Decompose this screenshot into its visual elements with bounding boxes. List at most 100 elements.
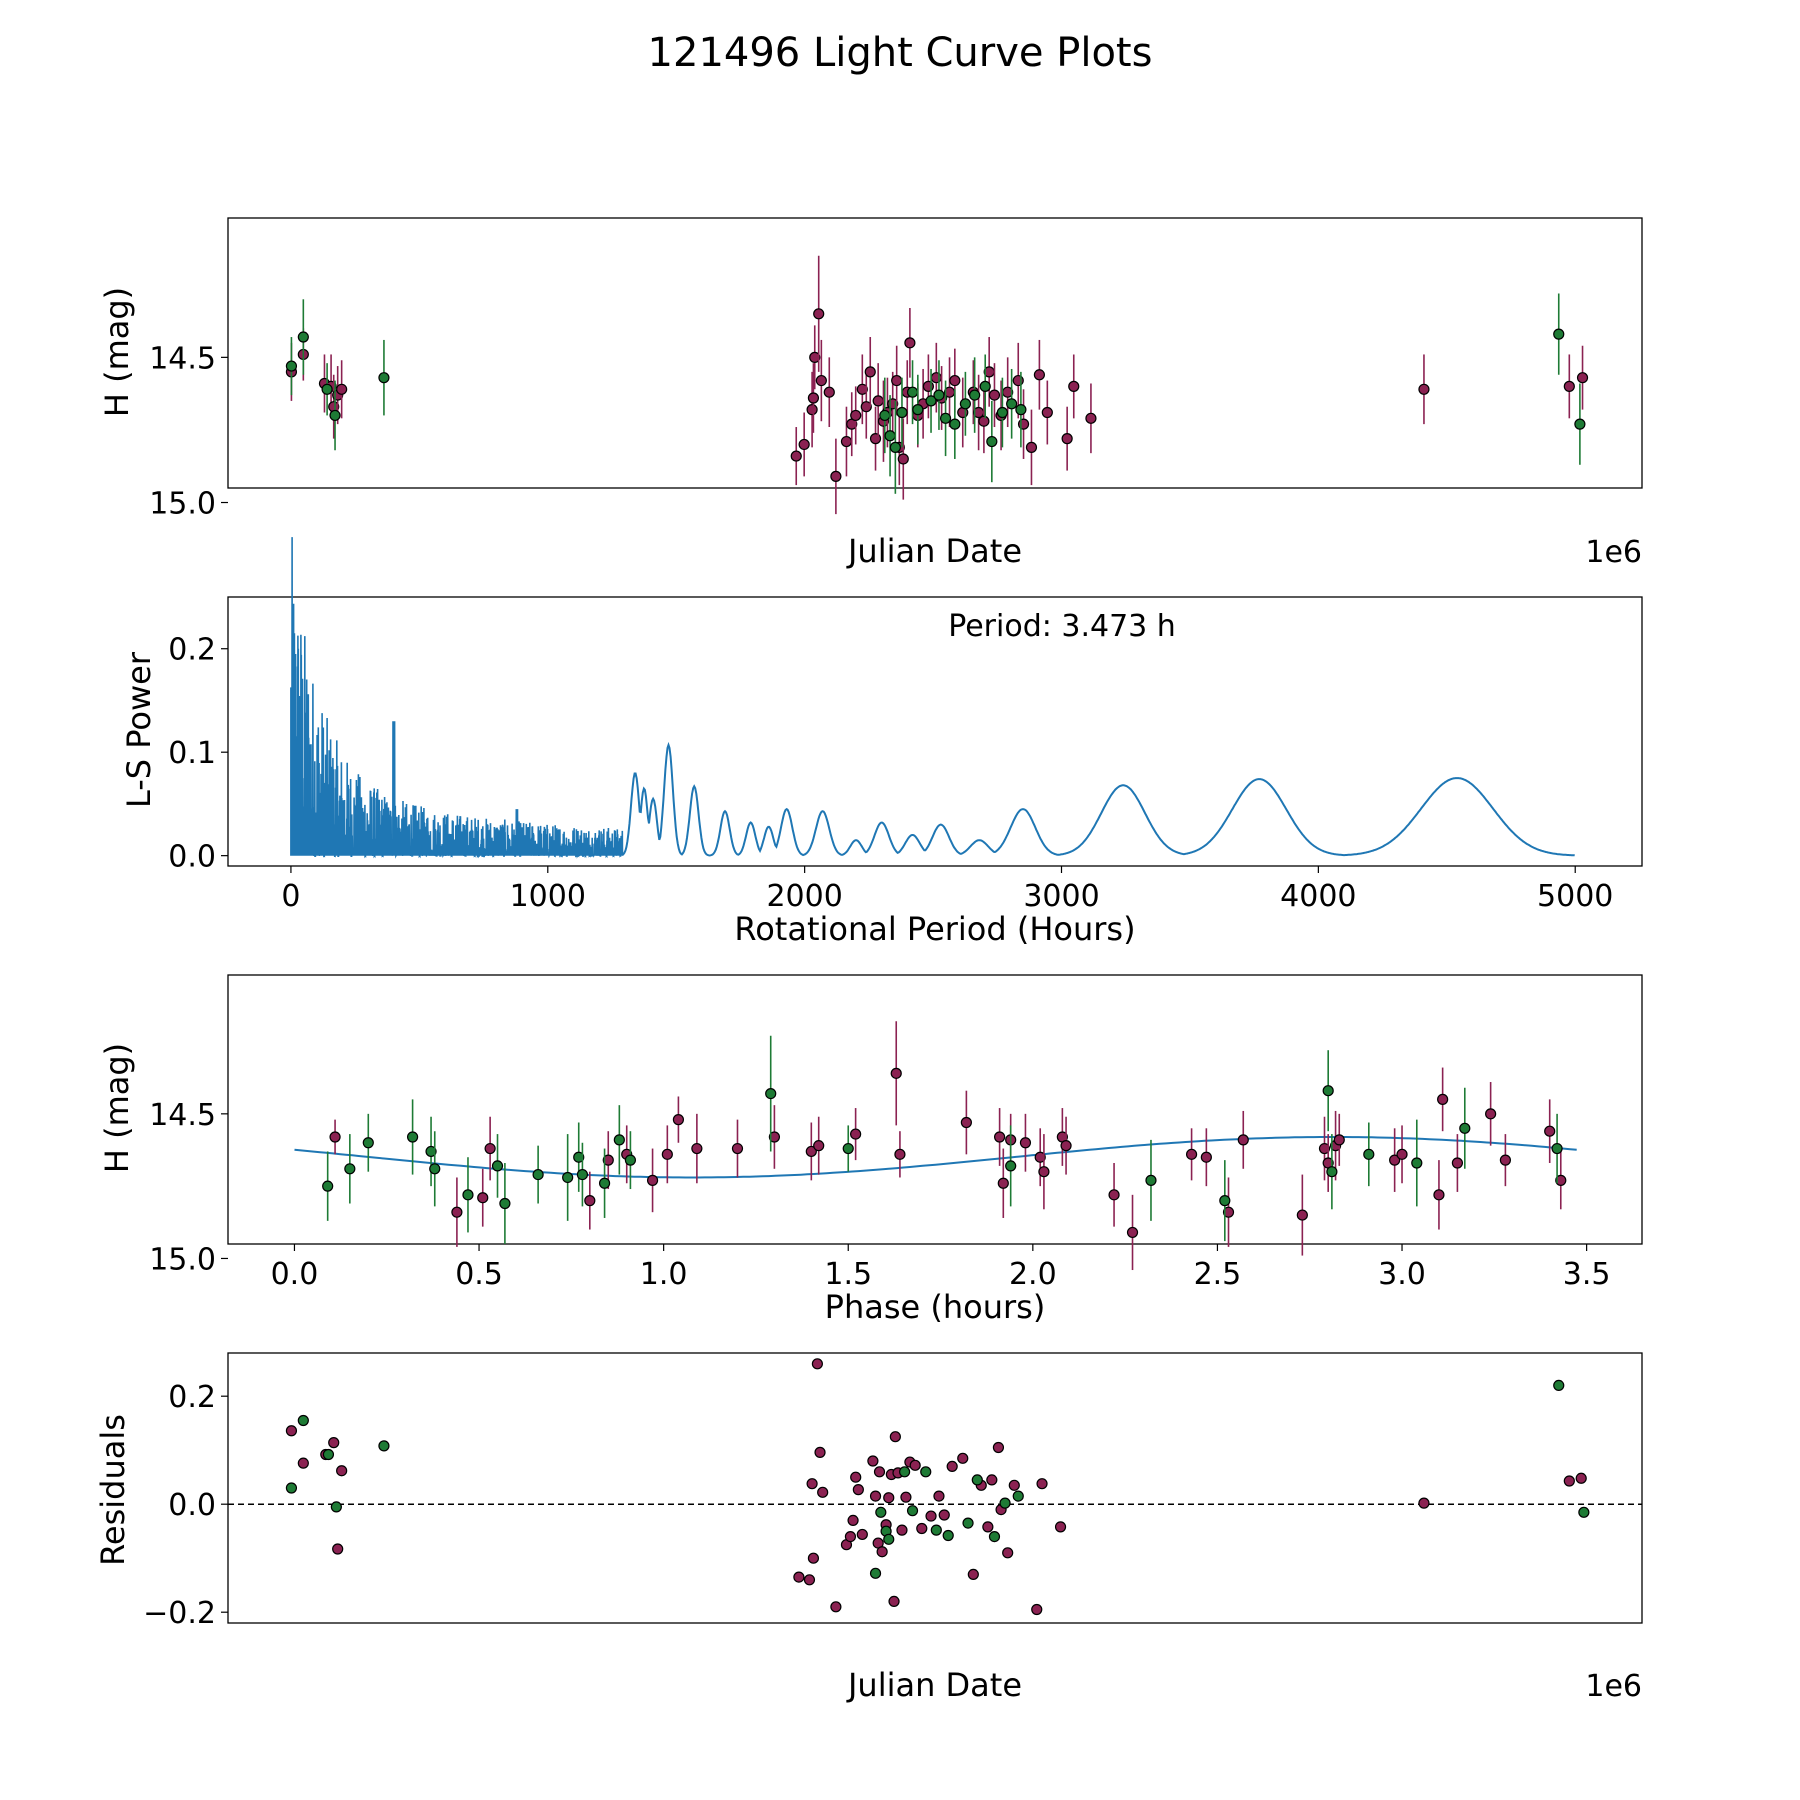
residuals-point-green bbox=[297, 1414, 309, 1427]
light-curve-point-green bbox=[979, 380, 991, 392]
phase-point-green bbox=[562, 1171, 574, 1184]
residuals-point-purple bbox=[1563, 1475, 1575, 1487]
light-curve-point-purple bbox=[1563, 380, 1575, 392]
phase-point-purple bbox=[1499, 1154, 1511, 1166]
light-curve-point-green bbox=[1574, 418, 1586, 430]
phase-point-purple bbox=[602, 1154, 614, 1166]
phase-point-purple bbox=[731, 1142, 744, 1155]
light-curve-point-purple bbox=[978, 415, 990, 427]
light-curve-point-purple bbox=[904, 337, 916, 349]
residuals-ytick-label: 0.2 bbox=[168, 1380, 216, 1415]
phase-point-purple bbox=[1318, 1142, 1331, 1155]
light-curve-ylabel: H (mag) bbox=[98, 287, 136, 417]
light-curve-point-green bbox=[996, 406, 1008, 419]
light-curve-point-purple bbox=[806, 404, 818, 416]
phase-point-purple bbox=[1126, 1226, 1139, 1239]
residuals-point-purple bbox=[811, 1358, 823, 1370]
residuals-point-purple bbox=[814, 1446, 826, 1458]
residuals-point-purple bbox=[847, 1514, 859, 1527]
phase-point-purple bbox=[1433, 1189, 1445, 1201]
residuals-point-purple bbox=[946, 1460, 958, 1473]
light-curve-point-green bbox=[906, 386, 919, 398]
phase-point-purple bbox=[672, 1114, 685, 1126]
periodogram-ytick-label: 0.2 bbox=[168, 633, 216, 668]
phase-point-purple bbox=[894, 1148, 906, 1160]
phase-point-purple bbox=[1333, 1134, 1345, 1146]
light-curve-point-purple bbox=[1012, 374, 1024, 387]
phase-point-green bbox=[425, 1145, 437, 1158]
phase-point-green bbox=[624, 1154, 637, 1166]
phase-point-purple bbox=[1200, 1151, 1212, 1163]
light-curve-point-purple bbox=[1068, 380, 1080, 392]
phase-point-green bbox=[1219, 1195, 1231, 1207]
residuals-point-green bbox=[942, 1529, 954, 1542]
residuals-point-green bbox=[1012, 1490, 1024, 1502]
phase-point-green bbox=[1363, 1148, 1375, 1160]
light-curve-point-purple bbox=[813, 308, 825, 320]
periodogram-xlabel: Rotational Period (Hours) bbox=[734, 910, 1135, 948]
light-curve-point-purple bbox=[823, 386, 835, 398]
residuals-point-green bbox=[378, 1440, 390, 1452]
light-curve-point-purple bbox=[798, 438, 810, 451]
residuals-point-green bbox=[330, 1501, 342, 1513]
phase-xtick-label: 1.5 bbox=[824, 1257, 872, 1292]
residuals-point-purple bbox=[938, 1509, 950, 1521]
light-curve-point-green bbox=[969, 389, 981, 401]
light-curve-point-purple bbox=[336, 383, 348, 395]
light-curve-point-green bbox=[879, 409, 891, 422]
phase-point-green bbox=[573, 1151, 585, 1163]
residuals-point-purple bbox=[1031, 1603, 1043, 1616]
light-curve-point-purple bbox=[856, 383, 868, 395]
residuals-point-green bbox=[1553, 1379, 1565, 1392]
residuals-point-purple bbox=[1054, 1521, 1067, 1533]
phase-point-green bbox=[406, 1131, 419, 1143]
phase-point-green bbox=[344, 1163, 356, 1175]
residuals-point-green bbox=[930, 1524, 942, 1536]
phase-plot-frame bbox=[227, 974, 1643, 1245]
figure-title: 121496 Light Curve Plots bbox=[648, 30, 1153, 76]
residuals-point-green bbox=[906, 1505, 919, 1517]
light-curve-point-green bbox=[884, 430, 896, 442]
phase-point-green bbox=[765, 1087, 777, 1100]
phase-xtick-label: 0.0 bbox=[271, 1257, 319, 1292]
residuals-ytick-label: −0.2 bbox=[143, 1596, 216, 1631]
phase-point-purple bbox=[329, 1131, 341, 1143]
residuals-xlabel: Julian Date bbox=[846, 1666, 1022, 1704]
periodogram-power-curve bbox=[621, 741, 1575, 857]
light-curve-panel: H (mag) Julian Date 1e6 2.45882.45902.45… bbox=[98, 217, 1643, 570]
phase-point-green bbox=[1411, 1157, 1423, 1169]
phase-point-purple bbox=[960, 1116, 972, 1129]
phase-xtick-label: 3.0 bbox=[1378, 1257, 1426, 1292]
light-curve-point-purple bbox=[809, 351, 821, 363]
phase-point-green bbox=[1005, 1160, 1017, 1172]
phase-point-purple bbox=[1437, 1093, 1449, 1105]
phase-point-green bbox=[499, 1197, 511, 1210]
phase-point-purple bbox=[661, 1148, 673, 1160]
phase-point-green bbox=[1551, 1142, 1563, 1155]
light-curve-point-green bbox=[896, 406, 908, 419]
residuals-point-purple bbox=[986, 1474, 998, 1486]
residuals-point-green bbox=[999, 1497, 1011, 1509]
residuals-point-purple bbox=[285, 1425, 298, 1437]
residuals-point-purple bbox=[830, 1601, 842, 1613]
light-curve-point-purple bbox=[1033, 369, 1045, 381]
residuals-panel: Residuals Julian Date 1e6 2.45882.45902.… bbox=[94, 1352, 1643, 1704]
light-curve-point-green bbox=[959, 398, 971, 410]
residuals-offset-label: 1e6 bbox=[1585, 1669, 1642, 1704]
residuals-point-purple bbox=[957, 1452, 969, 1464]
light-curve-point-purple bbox=[1061, 433, 1073, 445]
phase-point-green bbox=[362, 1137, 374, 1149]
residuals-point-purple bbox=[896, 1524, 908, 1536]
light-curve-offset-label: 1e6 bbox=[1585, 535, 1642, 570]
residuals-point-purple bbox=[332, 1543, 344, 1555]
phase-xtick-label: 3.5 bbox=[1563, 1257, 1611, 1292]
residuals-point-green bbox=[971, 1474, 983, 1486]
residuals-point-green bbox=[869, 1567, 882, 1579]
residuals-ylabel: Residuals bbox=[94, 1414, 132, 1566]
light-curve-point-purple bbox=[790, 450, 802, 462]
residuals-point-purple bbox=[297, 1457, 309, 1469]
light-curve-point-purple bbox=[949, 374, 961, 387]
phase-point-purple bbox=[451, 1206, 463, 1218]
periodogram-ytick-label: 0.1 bbox=[168, 736, 216, 771]
